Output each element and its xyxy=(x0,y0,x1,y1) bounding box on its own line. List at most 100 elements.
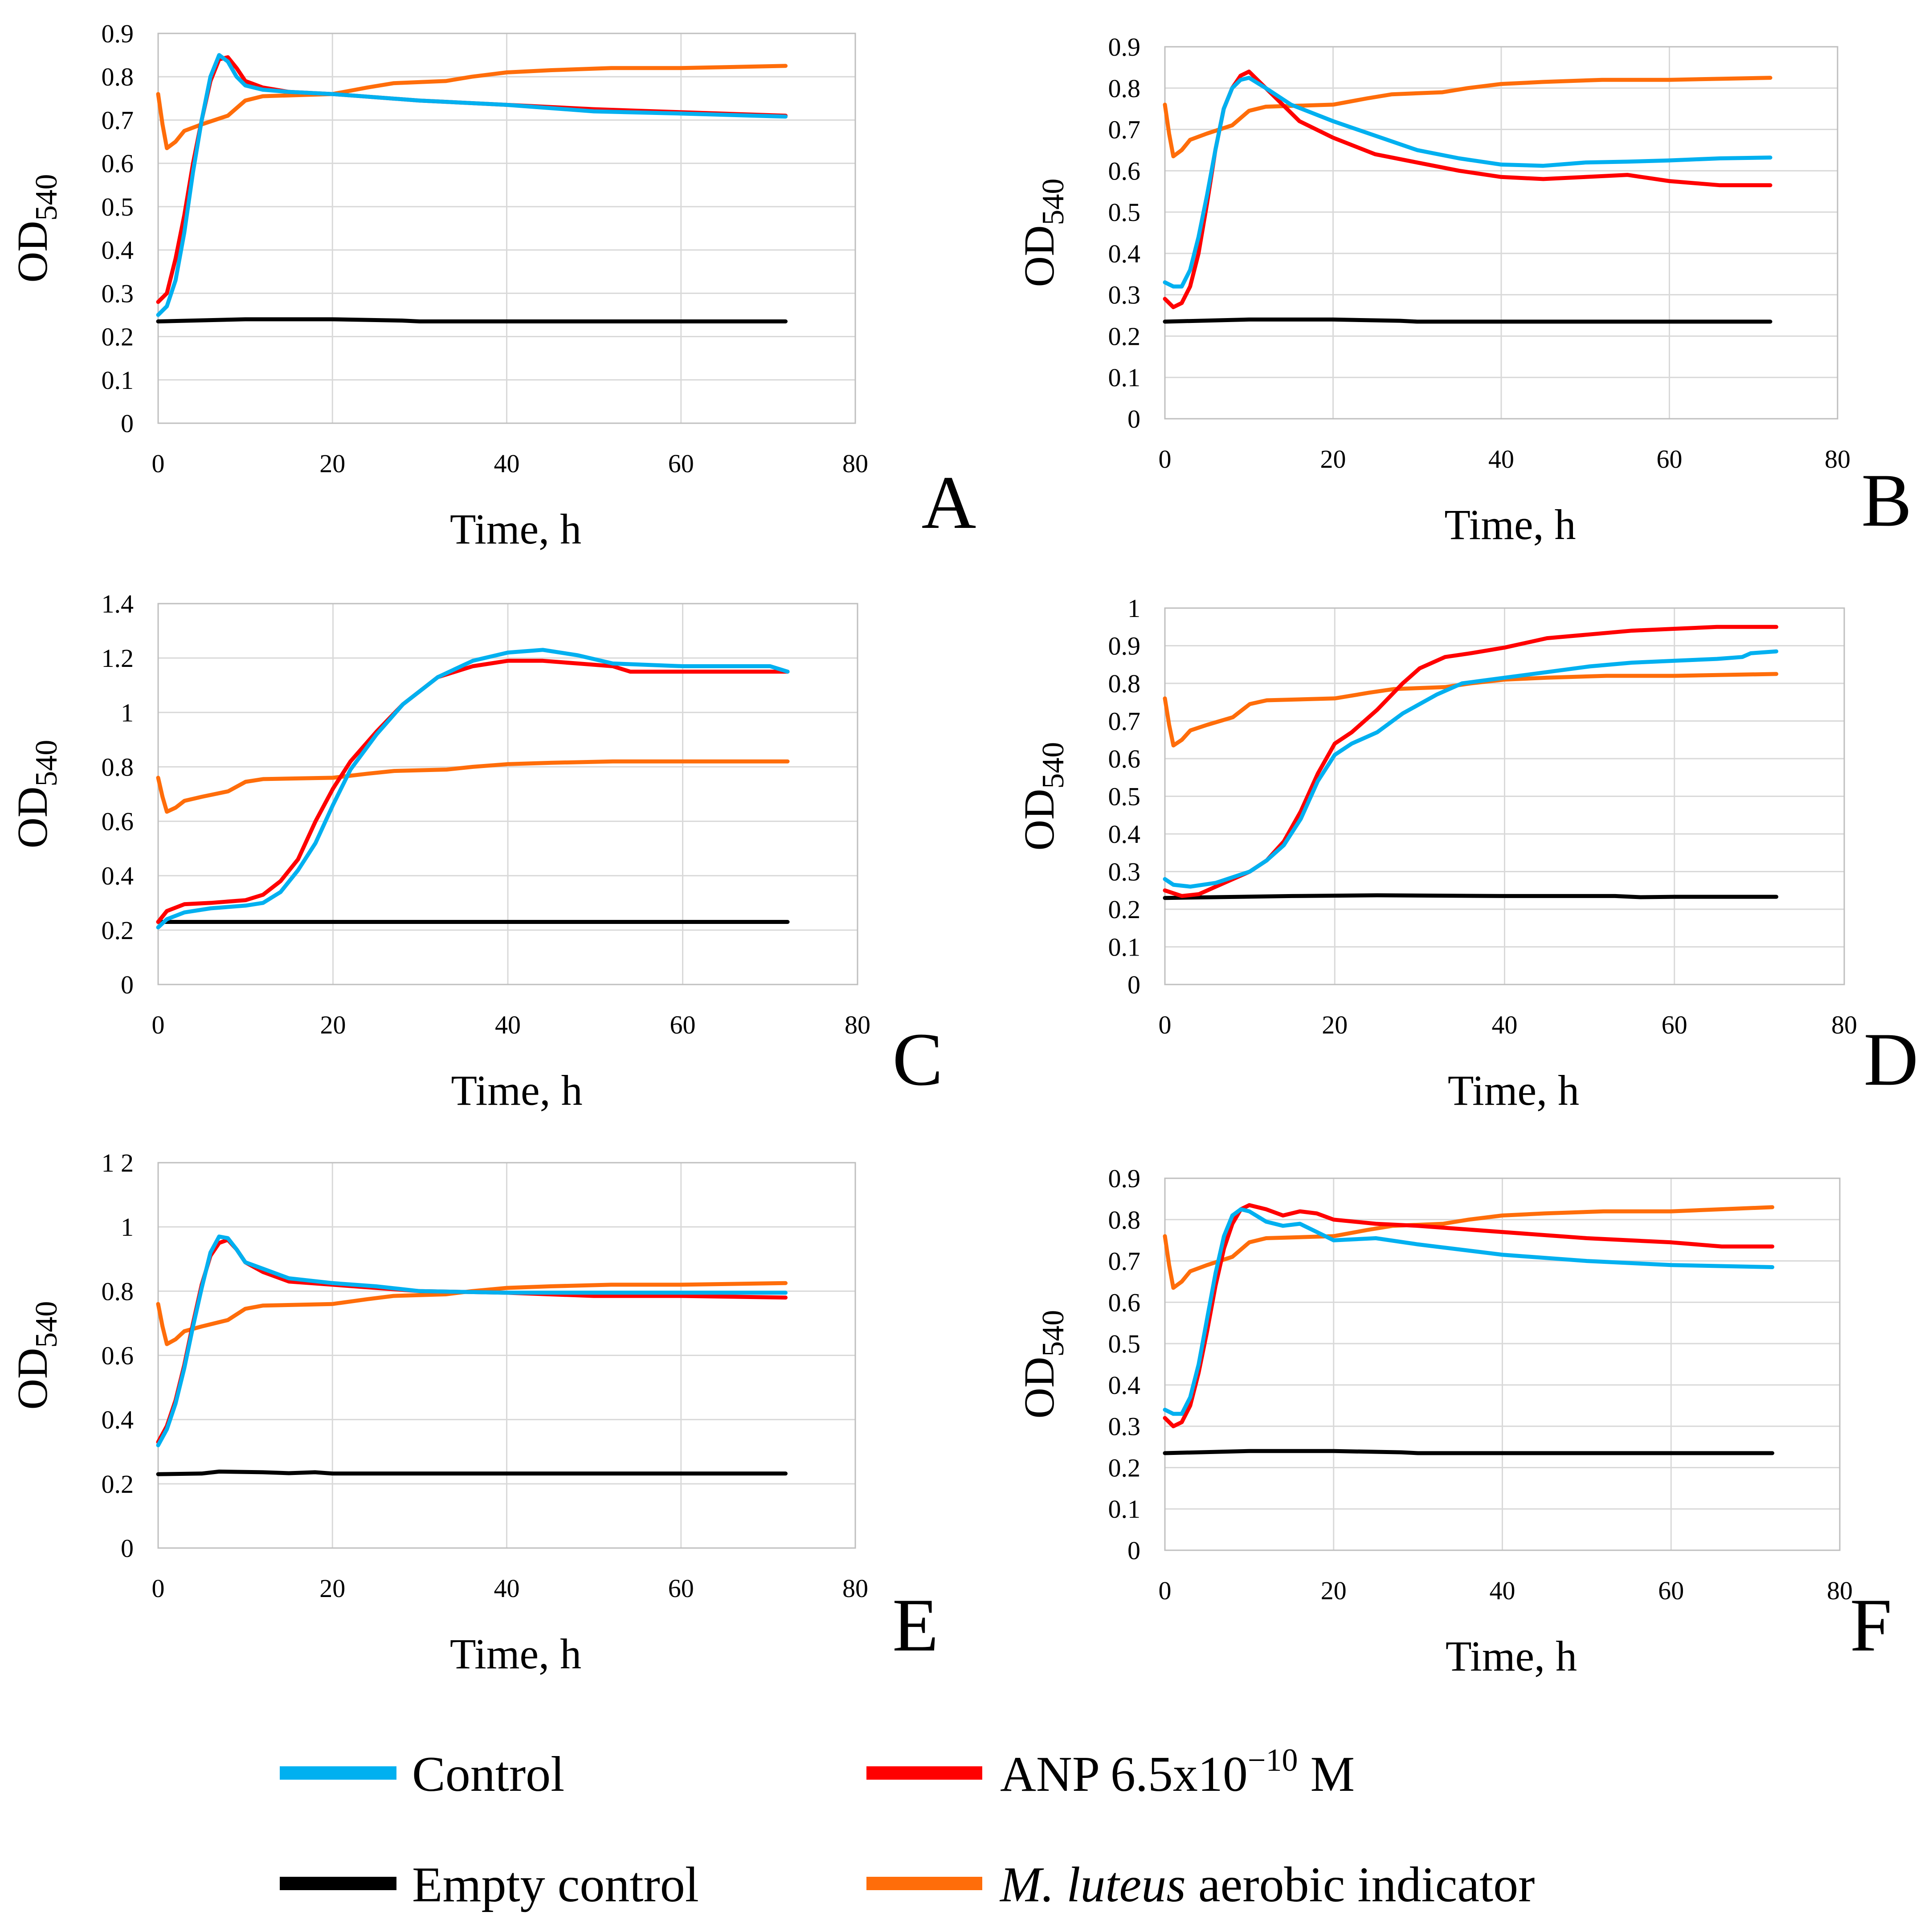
x-tick-label: 20 xyxy=(1321,1576,1347,1605)
y-tick-label: 0.1 xyxy=(102,366,134,395)
y-tick-label: 1.2 xyxy=(102,644,134,673)
series-line-control xyxy=(156,1234,788,1447)
series-line-control xyxy=(1163,649,1778,889)
series-line-empty-control xyxy=(156,1469,788,1476)
y-axis-title-main: OD xyxy=(1015,225,1063,287)
y-tick-label: 0.6 xyxy=(1108,156,1141,185)
x-tick-label: 0 xyxy=(1159,445,1172,474)
y-tick-label: 0.4 xyxy=(102,236,134,265)
y-axis-title: OD540 xyxy=(1015,742,1070,851)
series-line-m-luteus-aerobic-indicator xyxy=(1163,672,1778,748)
y-tick-label: 1 2 xyxy=(102,1148,134,1177)
chart-panel-c: 0 20 40 60 80 0 0.2 0.4 0.6 0.8 1 1.2 1.4 Time, h OD54… xyxy=(8,589,943,1114)
y-tick-label: 0.8 xyxy=(102,62,134,91)
y-axis-title-subscript: 540 xyxy=(1036,179,1070,225)
chart-panel-e: 0 20 40 60 80 0 0.2 0.4 0.6 0.8 1 1 2 Time, h OD540 E xyxy=(8,1148,939,1678)
series-line-empty-control xyxy=(1163,1449,1774,1455)
x-tick-label: 40 xyxy=(495,1010,521,1039)
y-tick-label: 0.1 xyxy=(1108,1495,1141,1524)
plot-area-border xyxy=(1164,46,1838,420)
y-tick-label: 0.5 xyxy=(1108,1329,1141,1358)
y-tick-label: 0.6 xyxy=(1108,744,1141,773)
y-axis-title-subscript: 540 xyxy=(1036,742,1070,789)
y-tick-label: 0 xyxy=(121,409,134,438)
y-axis-title-subscript: 540 xyxy=(29,740,64,787)
y-tick-label: 0.6 xyxy=(102,1341,134,1370)
y-tick-label: 0.9 xyxy=(1108,33,1141,61)
series-line-anp-6-5x10-10-m xyxy=(1163,69,1773,309)
x-tick-label: 80 xyxy=(1827,1576,1853,1605)
y-tick-label: 0.3 xyxy=(1108,1412,1141,1441)
y-axis-title-main: OD xyxy=(1015,789,1063,851)
y-axis-title-main: OD xyxy=(8,1348,56,1410)
y-tick-label: 0.4 xyxy=(102,1405,134,1434)
x-tick-label: 0 xyxy=(152,1574,165,1603)
series-line-anp-6-5x10-10-m xyxy=(156,55,788,304)
legend-label-anp-base: ANP 6.5x10 xyxy=(1000,1747,1248,1802)
x-tick-label: 60 xyxy=(1658,1576,1684,1605)
x-tick-label: 0 xyxy=(152,1010,165,1039)
y-axis-title-subscript: 540 xyxy=(29,1301,64,1348)
x-axis-title: Time, h xyxy=(450,1630,581,1678)
x-axis-title: Time, h xyxy=(1444,501,1576,548)
series-line-anp-6-5x10-10-m xyxy=(156,1238,788,1444)
y-tick-label: 0.8 xyxy=(1108,669,1141,698)
series-line-control xyxy=(156,648,790,930)
legend-label-anp: ANP 6.5x10−10 M xyxy=(1000,1742,1355,1802)
y-tick-label: 0.9 xyxy=(102,19,134,48)
plot-area-border xyxy=(157,1162,856,1549)
y-tick-label: 0.5 xyxy=(1108,782,1141,811)
y-tick-label: 0.6 xyxy=(102,149,134,178)
y-axis-title-main: OD xyxy=(8,221,56,283)
y-tick-label: 0.8 xyxy=(102,752,134,781)
y-tick-label: 1 xyxy=(121,698,134,727)
x-tick-label: 20 xyxy=(320,1010,346,1039)
series-line-empty-control xyxy=(1163,317,1773,324)
y-tick-label: 0.8 xyxy=(1108,1205,1141,1234)
series-line-m-luteus-aerobic-indicator xyxy=(1163,76,1773,159)
y-tick-label: 0.2 xyxy=(102,916,134,945)
x-tick-label: 60 xyxy=(1662,1010,1687,1039)
y-tick-label: 0.3 xyxy=(1108,858,1141,886)
legend: Control ANP 6.5x10−10 M Empty control M.… xyxy=(280,1742,1535,1912)
y-tick-label: 0.4 xyxy=(1108,820,1141,849)
y-tick-label: 0.7 xyxy=(1108,707,1141,736)
y-tick-label: 0.5 xyxy=(102,192,134,221)
panel-letter: D xyxy=(1864,1017,1919,1101)
y-axis-title-main: OD xyxy=(8,787,56,849)
y-tick-label: 0.7 xyxy=(102,106,134,135)
x-tick-label: 60 xyxy=(668,449,694,478)
x-tick-label: 0 xyxy=(152,449,165,478)
chart-panel-b: 0 20 40 60 80 0 0.1 0.2 0.3 0.4 0.5 0.6 0.7 0.8 0.9 Tim… xyxy=(1015,33,1912,548)
series-line-anp-6-5x10-10-m xyxy=(156,658,790,924)
y-tick-label: 0 xyxy=(1127,404,1140,433)
series-line-empty-control xyxy=(156,317,788,323)
y-axis-title: OD540 xyxy=(1015,179,1070,287)
y-tick-label: 0.1 xyxy=(1108,363,1141,392)
series-line-control xyxy=(1163,76,1773,289)
plot-area-border xyxy=(1164,1177,1841,1551)
y-axis-title-main: OD xyxy=(1015,1357,1063,1419)
legend-label-control: Control xyxy=(412,1747,564,1802)
y-tick-label: 0.9 xyxy=(1108,632,1141,661)
y-tick-label: 0.4 xyxy=(1108,239,1141,268)
x-tick-label: 40 xyxy=(1492,1010,1518,1039)
x-tick-label: 40 xyxy=(494,1574,520,1603)
y-tick-label: 0 xyxy=(121,1534,134,1563)
x-axis-title: Time, h xyxy=(451,1066,582,1114)
series-line-anp-6-5x10-10-m xyxy=(1163,625,1778,898)
panel-letter: B xyxy=(1861,458,1912,542)
x-tick-label: 20 xyxy=(319,1574,345,1603)
y-axis-title: OD540 xyxy=(8,174,64,283)
x-tick-label: 80 xyxy=(842,449,868,478)
series-line-control xyxy=(1163,1207,1774,1416)
legend-label-empty: Empty control xyxy=(412,1857,699,1912)
x-tick-label: 80 xyxy=(845,1010,870,1039)
x-tick-label: 0 xyxy=(1159,1576,1172,1605)
series-line-m-luteus-aerobic-indicator xyxy=(156,64,788,151)
y-axis-title-subscript: 540 xyxy=(1036,1310,1070,1357)
chart-panel-f: 0 20 40 60 80 0 0.1 0.2 0.3 0.4 0.5 0.6 0.7 0.8 0.9 Tim… xyxy=(1015,1164,1892,1680)
y-tick-label: 0.2 xyxy=(102,1470,134,1499)
series-line-m-luteus-aerobic-indicator xyxy=(156,1281,788,1346)
